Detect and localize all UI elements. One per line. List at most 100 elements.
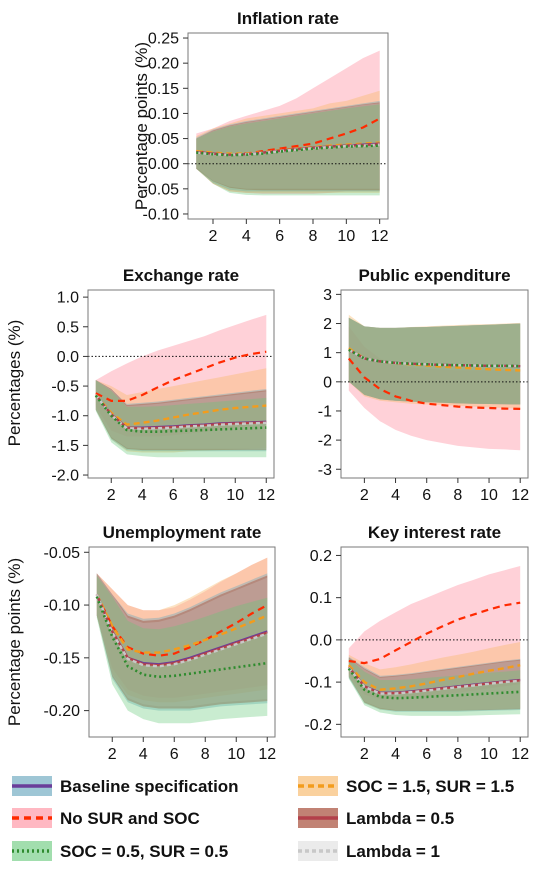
legend-label: SOC = 1.5, SUR = 1.5 xyxy=(346,777,514,796)
y-tick-label: 0.25 xyxy=(148,31,179,48)
band-baseline xyxy=(96,573,268,711)
x-tick-label: 12 xyxy=(511,746,529,763)
y-tick-label: 0 xyxy=(323,374,332,391)
plot-frame xyxy=(187,32,389,220)
y-tick-label: -0.10 xyxy=(44,598,81,615)
series-line-soc15 xyxy=(347,664,521,691)
band-lambda05 xyxy=(96,573,268,709)
band-sur xyxy=(95,314,267,437)
legend-item-baseline: Baseline specification xyxy=(12,776,239,796)
y-tick-label: -0.2 xyxy=(304,717,332,734)
y-tick-label: 0.00 xyxy=(148,156,179,173)
legend-item-soc05: SOC = 0.5, SUR = 0.5 xyxy=(12,841,228,861)
band-soc05 xyxy=(348,658,521,716)
legend-item-lambda1: Lambda = 1 xyxy=(298,841,440,861)
x-tick-label: 2 xyxy=(108,746,117,763)
y-tick-label: 0.5 xyxy=(57,319,79,336)
series-line-sur xyxy=(348,601,521,665)
y-tick-label: 0.05 xyxy=(148,131,179,148)
y-tick-label: 0.2 xyxy=(310,548,332,565)
band-baseline xyxy=(95,380,267,452)
x-tick-label: 2 xyxy=(209,228,218,245)
x-tick-label: 2 xyxy=(107,487,116,504)
band-lambda05 xyxy=(348,317,521,405)
band-soc15 xyxy=(96,557,268,703)
legend-label: Lambda = 1 xyxy=(346,842,440,861)
x-tick-label: 12 xyxy=(258,746,276,763)
y-tick-label: 0.15 xyxy=(148,81,179,98)
y-tick-label: 1 xyxy=(323,345,332,362)
band-baseline xyxy=(196,100,380,192)
legend-swatch xyxy=(12,808,52,828)
legend-item-lambda05: Lambda = 0.5 xyxy=(298,808,454,828)
legend-swatch xyxy=(298,841,338,861)
series-line-sur xyxy=(95,350,267,402)
x-tick-label: 2 xyxy=(360,746,369,763)
x-tick-label: 6 xyxy=(422,746,431,763)
x-tick-label: 4 xyxy=(391,487,400,504)
chart-title: Unemployment rate xyxy=(103,523,262,542)
panel-inflation: Inflation rate -0.10 -0.05 0.00 0.05 0.10 0.15… xyxy=(132,9,389,245)
x-tick-label: 8 xyxy=(200,487,209,504)
x-tick-label: 2 xyxy=(360,487,369,504)
plot-area xyxy=(341,566,528,716)
x-tick-label: 8 xyxy=(453,487,462,504)
chart-title: Inflation rate xyxy=(237,9,339,28)
x-tick-label: 4 xyxy=(242,228,251,245)
y-axis-label: Percentage points (%) xyxy=(5,558,24,726)
y-tick-label: 0.0 xyxy=(310,632,332,649)
series-line-lambda1 xyxy=(347,667,521,695)
series-line-sur xyxy=(347,357,521,410)
band-lambda05 xyxy=(196,102,380,191)
band-lambda1 xyxy=(95,380,267,449)
series-line-soc05 xyxy=(348,348,521,368)
panel-interest: Key interest rate -0.2 -0.1 0.0 0.1 0.2 2 4 6 8 10… xyxy=(304,523,529,763)
x-tick-label: 10 xyxy=(337,228,355,245)
band-soc15 xyxy=(95,368,267,453)
series-line-sur xyxy=(95,594,268,657)
chart-title: Key interest rate xyxy=(368,523,501,542)
legend-item-sur: No SUR and SOC xyxy=(12,808,200,828)
band-baseline xyxy=(348,317,521,405)
y-tick-label: 3 xyxy=(323,287,332,304)
panels: Inflation rate-0.10-0.050.000.050.100.15… xyxy=(5,9,529,763)
x-tick-label: 10 xyxy=(226,487,244,504)
y-tick-label: -1.0 xyxy=(51,408,79,425)
y-tick-label: -3 xyxy=(318,462,332,479)
band-lambda05 xyxy=(95,380,267,451)
x-tick-label: 10 xyxy=(227,746,245,763)
x-tick-label: 10 xyxy=(480,487,498,504)
plot-area xyxy=(95,557,268,724)
chart-title: Exchange rate xyxy=(123,266,239,285)
plot-area xyxy=(341,314,528,451)
x-tick-label: 6 xyxy=(169,487,178,504)
x-tick-label: 8 xyxy=(309,228,318,245)
plot-frame xyxy=(88,546,276,738)
legend-item-soc15: SOC = 1.5, SUR = 1.5 xyxy=(298,776,514,796)
x-tick-label: 12 xyxy=(257,487,275,504)
legend: Baseline specification SOC = 1.5, SUR = 1… xyxy=(12,776,514,861)
x-tick-label: 6 xyxy=(422,487,431,504)
y-axis-label: Percentages (%) xyxy=(5,320,24,447)
series-line-soc05 xyxy=(347,667,521,700)
series-line-lambda1 xyxy=(95,594,268,668)
legend-label: SOC = 0.5, SUR = 0.5 xyxy=(60,842,228,861)
y-tick-label: 0.20 xyxy=(148,56,179,73)
x-tick-label: 8 xyxy=(453,746,462,763)
series-line-soc05 xyxy=(196,144,380,157)
band-soc05 xyxy=(96,575,268,724)
band-soc05 xyxy=(95,380,267,458)
x-tick-label: 4 xyxy=(139,746,148,763)
x-tick-label: 4 xyxy=(391,746,400,763)
band-soc15 xyxy=(196,90,380,193)
y-tick-label: -0.10 xyxy=(143,206,180,223)
band-sur xyxy=(348,566,521,699)
y-tick-label: -0.1 xyxy=(304,675,332,692)
y-axis-label: Percentage points (%) xyxy=(132,42,151,210)
x-tick-label: 12 xyxy=(511,487,529,504)
legend-label: Lambda = 0.5 xyxy=(346,809,454,828)
y-tick-label: -0.20 xyxy=(44,703,81,720)
